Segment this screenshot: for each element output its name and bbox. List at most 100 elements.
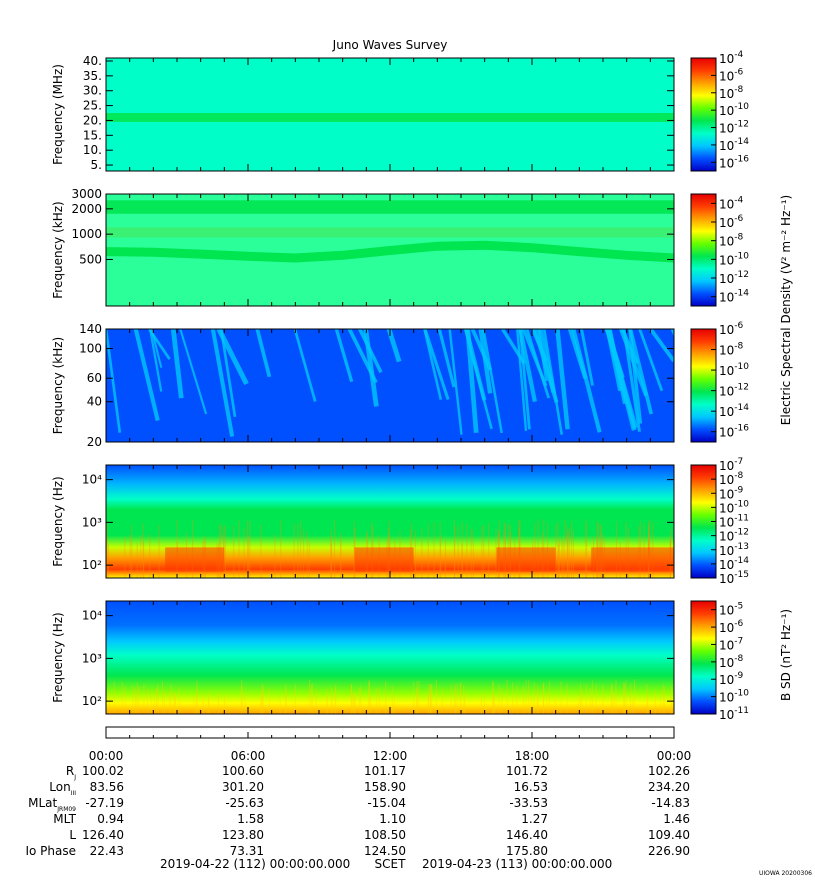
colorbar-tick-label: 10-5 — [719, 602, 743, 618]
radio-burst — [580, 329, 594, 386]
shared-colorbar-label: Electric Spectral Density (V² m⁻² Hz⁻¹) — [779, 195, 793, 425]
time-label: 00:00 — [89, 749, 124, 763]
y-tick-label: 20. — [83, 113, 102, 127]
ephemeris-value: -15.04 — [367, 796, 406, 810]
colorbar-label-bsd: B SD (nT² Hz⁻¹) — [779, 609, 793, 701]
ephemeris-value: -33.53 — [509, 796, 548, 810]
ephemeris-value: 0.94 — [97, 812, 124, 826]
ephemeris-value: -25.63 — [225, 796, 264, 810]
colorbar: 10-4 10-6 10-8 10-10 10-12 10-14 — [690, 193, 749, 307]
ephemeris-label: MLT — [53, 812, 76, 826]
footer-end: 2019-04-23 (113) 00:00:00.000 — [422, 857, 612, 871]
y-tick-label: 10² — [82, 558, 102, 572]
radio-burst — [358, 329, 383, 374]
colorbar-scale — [690, 328, 717, 443]
ephemeris-label: LonIII — [49, 780, 76, 797]
intense-emission-region — [165, 547, 225, 572]
radio-burst — [133, 329, 160, 422]
intense-emission-region — [354, 547, 414, 572]
y-tick-label: 500 — [79, 252, 102, 266]
ephemeris-value: 301.20 — [222, 780, 264, 794]
radio-burst — [619, 329, 648, 397]
y-tick-label: 10² — [82, 694, 102, 708]
colorbar-tick-label: 10-10 — [719, 102, 749, 118]
ephemeris-label: RJ — [66, 764, 76, 781]
colorbar-tick-label: 10-8 — [719, 85, 744, 101]
y-axis-label: Frequency (Hz) — [51, 612, 65, 703]
radio-burst — [219, 329, 237, 418]
ephemeris-value: 101.17 — [364, 764, 406, 778]
colorbar: 10-6 10-8 10-10 10-12 10-14 10-16 — [690, 321, 749, 443]
ephemeris-label: Io Phase — [25, 844, 76, 858]
radio-burst — [386, 329, 402, 363]
radio-burst — [605, 329, 622, 392]
colorbar-tick-label: 10-6 — [719, 214, 744, 230]
radio-burst — [530, 329, 549, 362]
ephemeris-value: 226.90 — [648, 844, 690, 858]
radio-burst — [516, 329, 528, 431]
radio-burst — [649, 329, 674, 363]
radio-burst — [149, 329, 163, 392]
spectrogram-lfr-low — [106, 465, 674, 578]
ephemeris-value: 108.50 — [364, 828, 406, 842]
time-axis: 00:00 06:00 12:00 18:00 00:00 — [89, 726, 691, 763]
time-label: 06:00 — [231, 749, 266, 763]
radio-burst — [293, 329, 317, 402]
radio-burst — [628, 329, 654, 415]
spectrogram-fill — [106, 601, 674, 714]
y-tick-label: 10⁴ — [82, 473, 102, 487]
panel-lfr-high: 140 100 60 40 20 Frequency (kHz) 10-6 10-8 10-10… — [51, 321, 749, 449]
colorbar-scale — [690, 57, 717, 172]
y-tick-label: 60 — [87, 371, 102, 385]
footer-frame: SCET — [375, 857, 407, 871]
spectrogram-hfr-high — [106, 58, 674, 171]
radio-burst — [638, 329, 664, 392]
radio-burst — [437, 329, 456, 388]
ephemeris-value: 1.10 — [379, 812, 406, 826]
intense-emission-region — [591, 547, 674, 572]
radio-burst — [518, 329, 531, 430]
y-tick-label: 10⁴ — [82, 609, 102, 623]
radio-burst — [334, 329, 354, 383]
y-tick-label: 15. — [83, 128, 102, 142]
panel-lfr-low: 10⁴ 10³ 10² Frequency (Hz) 10-710-810-910-10… — [51, 457, 749, 586]
y-tick-label: 3000 — [71, 187, 102, 201]
ephemeris-value: 146.40 — [506, 828, 548, 842]
y-tick-label: 30. — [83, 84, 102, 98]
spectrogram-magnetic — [106, 601, 674, 714]
y-tick-label: 10. — [83, 143, 102, 157]
ephemeris-value: 175.80 — [506, 844, 548, 858]
colorbar-tick-label: 10-15 — [719, 570, 749, 586]
panel-hfr-high: 40.35.30.25.20.15.10.5. Frequency (MHz) 10… — [51, 50, 749, 172]
colorbar: 10-710-810-910-1010-1110-1210-1310-1410-… — [690, 457, 749, 586]
y-axis-label: Frequency (kHz) — [51, 337, 65, 434]
radio-burst — [150, 329, 163, 368]
radio-burst — [448, 329, 463, 435]
y-axis-label: Frequency (kHz) — [51, 201, 65, 298]
colorbar-tick-label: 10-8 — [719, 342, 744, 358]
footer-start: 2019-04-22 (112) 00:00:00.000 — [160, 857, 350, 871]
ephemeris-value: 100.60 — [222, 764, 264, 778]
radio-burst — [571, 329, 602, 433]
radio-burst — [423, 329, 443, 400]
radio-burst — [170, 329, 184, 399]
radio-burst — [463, 329, 493, 430]
y-tick-label: 40. — [83, 54, 102, 68]
ephemeris-value: 109.40 — [648, 828, 690, 842]
colorbar-tick-label: 10-6 — [719, 67, 744, 83]
ephemeris-value: 234.20 — [648, 780, 690, 794]
ephemeris-value: 101.72 — [506, 764, 548, 778]
colorbar-tick-label: 10-10 — [719, 362, 749, 378]
ephemeris-value: 83.56 — [90, 780, 124, 794]
radio-burst — [482, 329, 503, 434]
colorbar-tick-label: 10-14 — [719, 137, 749, 153]
y-tick-label: 35. — [83, 69, 102, 83]
colorbar-tick-label: 10-16 — [719, 154, 749, 170]
ephemeris-value: 123.80 — [222, 828, 264, 842]
colorbar-tick-label: 10-6 — [719, 619, 744, 635]
radio-burst — [210, 329, 235, 437]
